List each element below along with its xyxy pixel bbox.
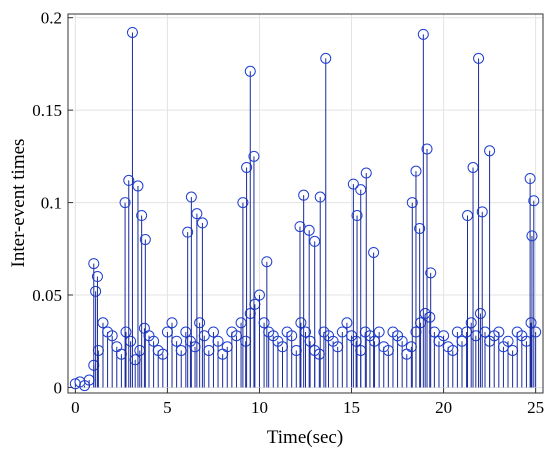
stem-marker — [120, 326, 132, 338]
stem-marker — [294, 221, 306, 233]
stem-marker — [476, 206, 488, 218]
stem-marker — [525, 317, 537, 329]
stem-marker — [484, 145, 496, 157]
stem-marker — [295, 317, 307, 329]
stem-marker — [123, 174, 135, 186]
stem-marker — [191, 208, 203, 220]
stem-marker — [421, 143, 433, 155]
stem-marker — [320, 52, 332, 64]
y-tick-label: 0.15 — [32, 101, 62, 120]
stem-marker — [493, 326, 505, 338]
stem-marker — [355, 184, 367, 196]
x-tick-label: 5 — [163, 398, 172, 417]
stem-marker — [126, 26, 138, 38]
stem-marker — [132, 180, 144, 192]
stem-marker — [451, 326, 463, 338]
stem-marker — [196, 217, 208, 229]
stem-marker — [244, 65, 256, 77]
stem-marker — [425, 267, 437, 279]
stem-marker — [212, 335, 224, 347]
stem-marker — [351, 210, 363, 222]
stem-marker — [428, 326, 440, 338]
stem-marker — [148, 335, 160, 347]
stem-marker — [396, 335, 408, 347]
x-tick-label: 20 — [435, 398, 452, 417]
stem-marker — [298, 189, 310, 201]
stem-marker — [309, 235, 321, 247]
y-tick-label: 0.2 — [41, 9, 62, 28]
x-tick-label: 15 — [343, 398, 360, 417]
stem-marker — [368, 246, 380, 258]
stem-marker — [524, 173, 536, 185]
stem-marker — [125, 335, 137, 347]
stem-marker — [360, 167, 372, 179]
stem-marker — [502, 335, 514, 347]
x-axis-label: Time(sec) — [267, 427, 343, 448]
stem-marker — [261, 256, 273, 268]
stem-marker — [474, 308, 486, 320]
stem-marker — [473, 52, 485, 64]
stem-marker — [467, 161, 479, 173]
stem-marker — [347, 178, 359, 190]
stem-marker — [530, 326, 542, 338]
stem-marker — [303, 224, 315, 236]
stem-marker — [88, 258, 100, 270]
stem-marker — [248, 150, 260, 162]
stem-marker — [90, 285, 102, 297]
x-tick-label: 10 — [251, 398, 268, 417]
stem-marker — [235, 317, 247, 329]
y-axis-label: Inter-event times — [8, 139, 29, 268]
stem-marker — [194, 317, 206, 329]
stem-marker — [424, 311, 436, 323]
stem-marker — [182, 226, 194, 238]
stem-marker — [119, 197, 131, 209]
stem-marker — [406, 197, 418, 209]
plot-frame — [67, 13, 544, 394]
stem-marker — [180, 326, 192, 338]
stem-marker — [171, 335, 183, 347]
stem-marker — [253, 289, 265, 301]
stem-marker — [198, 330, 210, 342]
stem-marker — [314, 191, 326, 203]
stem-marker — [462, 210, 474, 222]
stem-marker — [241, 161, 253, 173]
stem-marker — [438, 330, 450, 342]
stem-marker — [166, 317, 178, 329]
stem-marker — [139, 234, 151, 246]
stem-marker — [417, 28, 429, 40]
y-tick-label: 0.1 — [41, 194, 62, 213]
y-tick-label: 0 — [54, 378, 63, 397]
stem-marker — [528, 195, 540, 207]
stem-marker — [373, 326, 385, 338]
stem-marker — [91, 271, 103, 283]
stem-marker — [207, 326, 219, 338]
y-tick-label: 0.05 — [32, 286, 62, 305]
stem-marker — [465, 317, 477, 329]
stem-marker — [106, 330, 118, 342]
stem-marker — [410, 165, 422, 177]
x-tick-label: 25 — [527, 398, 544, 417]
stem-marker — [286, 330, 298, 342]
stem-marker — [414, 222, 426, 234]
stem-marker — [185, 191, 197, 203]
x-tick-label: 0 — [71, 398, 80, 417]
stem-marker — [258, 317, 270, 329]
stem-marker — [300, 326, 311, 338]
stem-marker — [526, 230, 538, 242]
stem-marker — [97, 317, 109, 329]
stem-marker — [341, 317, 353, 329]
stem-marker — [136, 210, 148, 222]
stem-marker — [237, 197, 249, 209]
